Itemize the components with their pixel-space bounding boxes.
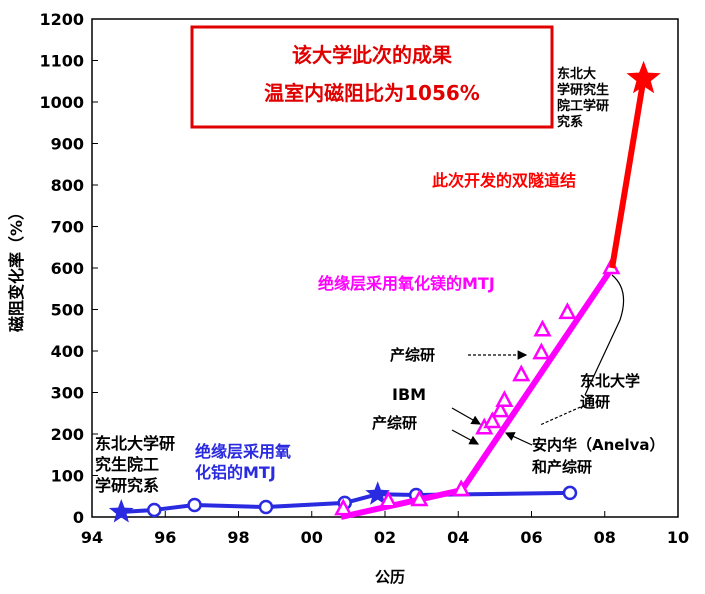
series-line xyxy=(340,266,615,520)
triangle-marker xyxy=(483,411,502,429)
triangle-marker xyxy=(533,319,552,337)
x-tick-label: 02 xyxy=(374,528,396,547)
x-axis-label: 公历 xyxy=(375,568,405,586)
triangle-marker xyxy=(410,489,429,507)
y-tick-label: 300 xyxy=(51,384,84,403)
annotation: 化铝的MTJ xyxy=(195,463,276,482)
annotation: 东北大学研 xyxy=(95,434,175,453)
x-tick-label: 94 xyxy=(81,528,103,547)
annotation: 学研究系 xyxy=(95,476,159,495)
annotation: 院工学研 xyxy=(557,98,609,114)
y-tick-label: 700 xyxy=(51,218,84,237)
x-tick-label: 96 xyxy=(154,528,176,547)
circle-marker xyxy=(187,497,202,513)
annotation: 究生院工 xyxy=(95,455,159,474)
annotation: 学研究生 xyxy=(557,82,609,98)
y-tick-label: 800 xyxy=(51,176,84,195)
bracket xyxy=(584,274,625,396)
arrow xyxy=(451,407,482,425)
x-tick-label: 08 xyxy=(594,528,616,547)
arrows xyxy=(451,274,625,446)
annotation: 产综研 xyxy=(372,414,417,432)
annotation: 此次开发的双隧道结 xyxy=(432,171,576,190)
title-box xyxy=(190,25,554,129)
annotation: 产综研 xyxy=(390,346,435,364)
triangle-marker xyxy=(512,364,531,382)
annotation: 东北大学 xyxy=(580,372,640,390)
triangle-marker xyxy=(491,400,510,418)
annotation: 究系 xyxy=(557,114,583,130)
annotation: 东北大 xyxy=(557,66,596,82)
triangle-marker xyxy=(532,342,551,360)
arrow xyxy=(504,432,533,446)
star-marker xyxy=(108,499,134,523)
circle-marker xyxy=(562,485,578,501)
x-tick-label: 06 xyxy=(520,528,542,547)
y-tick-label: 600 xyxy=(51,259,84,278)
y-axis-label: 磁阻变化率（%） xyxy=(7,204,26,332)
y-tick-label: 1200 xyxy=(39,10,84,29)
arrow xyxy=(451,429,480,445)
y-tick-label: 1000 xyxy=(39,93,84,112)
annotation: IBM xyxy=(392,385,426,404)
annotation: 绝缘层采用氧 xyxy=(195,442,291,461)
series-line xyxy=(609,78,647,269)
y-tick-label: 900 xyxy=(51,135,84,154)
triangle-marker xyxy=(334,498,353,516)
circle-marker xyxy=(258,499,274,515)
annotation: 绝缘层采用氧化镁的MTJ xyxy=(318,274,495,293)
triangle-marker xyxy=(495,390,514,408)
y-tick-label: 500 xyxy=(51,301,84,320)
triangle-marker xyxy=(379,490,398,508)
y-tick-label: 0 xyxy=(73,508,84,527)
x-tick-label: 10 xyxy=(667,528,689,547)
circle-marker xyxy=(147,502,162,518)
x-tick-label: 98 xyxy=(227,528,249,547)
triangle-marker xyxy=(558,302,577,320)
y-tick-label: 400 xyxy=(51,342,84,361)
triangle-marker xyxy=(452,479,471,497)
annotation: 通研 xyxy=(580,393,610,411)
x-tick-label: 04 xyxy=(447,528,469,547)
y-tick-label: 200 xyxy=(51,425,84,444)
y-tick-label: 1100 xyxy=(39,52,84,71)
star-marker xyxy=(365,481,390,505)
star-marker xyxy=(626,60,661,94)
chart-title: 该大学此次的成果 xyxy=(292,43,452,67)
annotation: 安内华（Anelva） xyxy=(532,436,665,454)
annotation: 和产综研 xyxy=(532,458,592,476)
bracket xyxy=(539,404,586,426)
y-tick-label: 100 xyxy=(51,467,84,486)
chart-title: 温室内磁阻比为1056% xyxy=(264,81,480,105)
x-tick-label: 00 xyxy=(301,528,323,547)
